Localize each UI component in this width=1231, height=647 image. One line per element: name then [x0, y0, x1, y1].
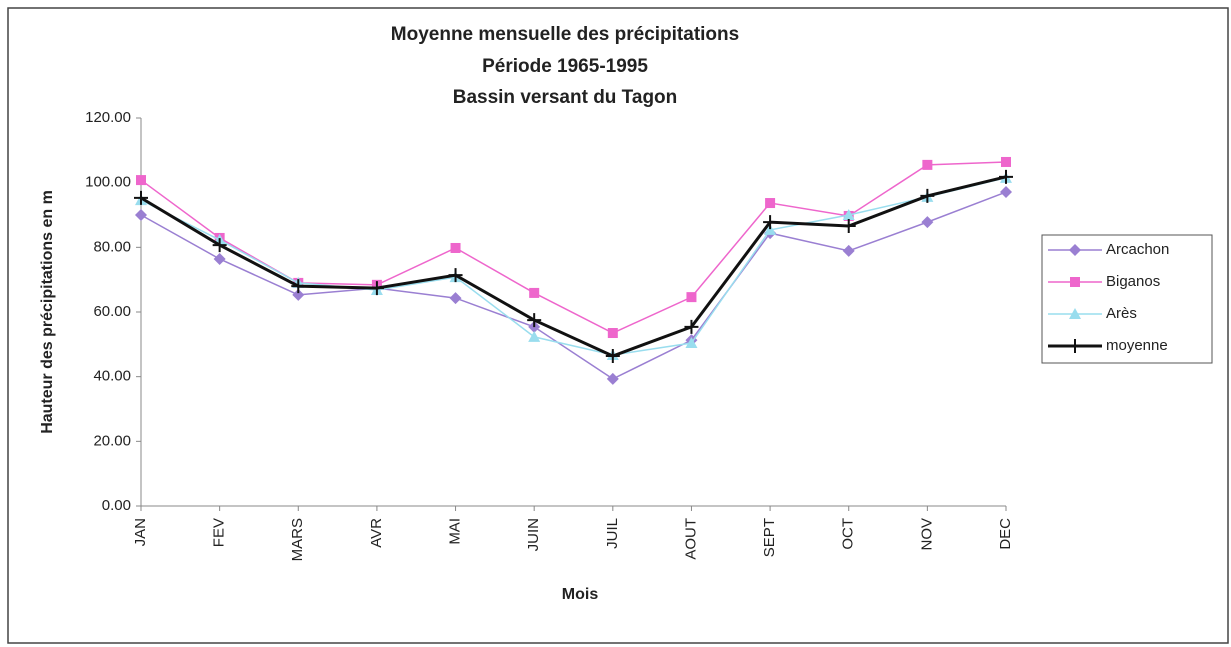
- legend-label: Biganos: [1106, 273, 1160, 290]
- x-tick-label: FEV: [211, 518, 228, 547]
- legend-label: Arcachon: [1106, 241, 1169, 258]
- x-tick-label: JAN: [132, 518, 149, 546]
- legend-label: Arès: [1106, 305, 1137, 322]
- x-tick-label: MAI: [447, 518, 464, 545]
- x-tick-label: AOUT: [682, 518, 699, 560]
- legend-marker: [1069, 308, 1081, 319]
- legend-marker: [1070, 277, 1080, 287]
- chart-title: Moyenne mensuelle des précipitations: [391, 24, 739, 45]
- legend-box: [1041, 234, 1213, 364]
- data-point: [684, 319, 699, 334]
- data-point: [450, 242, 461, 253]
- series-line: [140, 177, 1007, 356]
- data-point: [448, 268, 463, 283]
- x-tick-label: JUIL: [604, 518, 621, 549]
- y-axis-title: Hauteur des précipitations en m: [39, 190, 56, 434]
- y-tick-label: 20.00: [93, 432, 131, 449]
- chart-subtitle: Période 1965-1995: [482, 56, 648, 77]
- data-point: [136, 175, 146, 186]
- data-point: [605, 348, 620, 363]
- data-point: [213, 252, 226, 265]
- legend-label: moyenne: [1106, 337, 1168, 354]
- data-point: [764, 223, 777, 235]
- legend-marker: [1069, 244, 1081, 256]
- data-point: [999, 169, 1013, 184]
- x-tick-label: NOV: [918, 518, 935, 551]
- legend-marker: [1068, 339, 1082, 353]
- data-point: [135, 209, 147, 221]
- series-line: [140, 191, 1007, 380]
- data-point: [292, 288, 305, 301]
- data-point: [763, 215, 778, 230]
- x-tick-label: JUIN: [525, 518, 542, 551]
- data-point: [369, 281, 384, 296]
- data-point: [606, 372, 619, 385]
- data-point: [841, 218, 856, 233]
- x-tick-label: DEC: [997, 518, 1014, 550]
- x-tick-label: OCT: [840, 518, 857, 550]
- y-tick-label: 100.00: [85, 174, 131, 191]
- x-tick-label: MARS: [289, 518, 306, 561]
- data-point: [1000, 186, 1012, 199]
- y-tick-label: 60.00: [93, 303, 131, 320]
- data-point: [920, 188, 935, 203]
- y-tick-label: 40.00: [93, 368, 131, 385]
- data-point: [449, 292, 462, 305]
- data-point: [291, 279, 306, 294]
- data-point: [685, 337, 698, 349]
- series-line: [140, 175, 1007, 358]
- data-point: [212, 238, 227, 253]
- data-point: [607, 328, 618, 339]
- data-point: [1001, 156, 1011, 167]
- data-point: [922, 159, 933, 170]
- x-tick-label: AVR: [368, 518, 385, 548]
- data-point: [842, 209, 855, 220]
- data-point: [134, 190, 148, 205]
- data-point: [921, 216, 934, 229]
- data-point: [842, 244, 855, 257]
- y-tick-label: 120.00: [85, 109, 131, 126]
- data-point: [527, 313, 542, 328]
- chart-subtitle: Bassin versant du Tagon: [453, 87, 678, 108]
- chart-border: [7, 7, 1229, 644]
- y-tick-label: 0.00: [102, 497, 131, 514]
- data-point: [686, 292, 697, 303]
- data-point: [765, 198, 776, 209]
- data-point: [528, 330, 541, 342]
- x-tick-label: SEPT: [761, 518, 778, 557]
- y-tick-label: 80.00: [93, 238, 131, 255]
- x-axis-title: Mois: [562, 586, 599, 603]
- data-point: [529, 287, 540, 298]
